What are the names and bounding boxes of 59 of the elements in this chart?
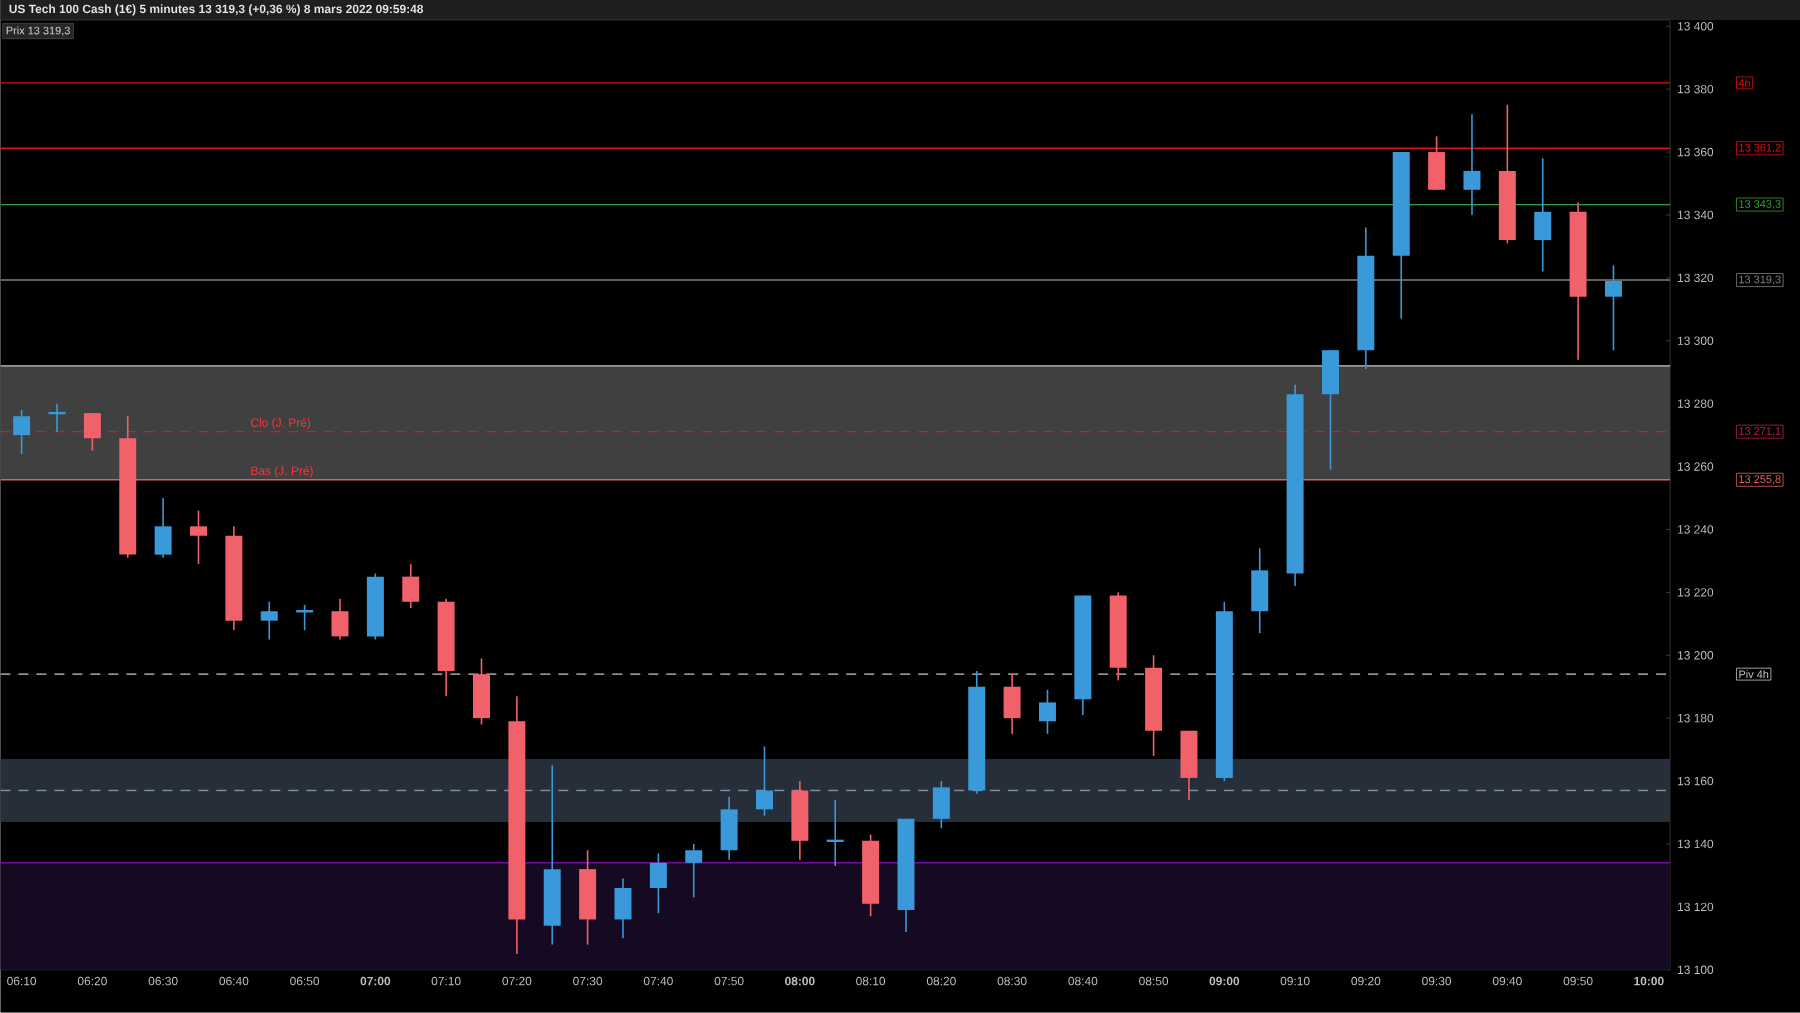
x-tick-label: 08:50 (1139, 976, 1169, 986)
annotation: Bas (J. Pré) (251, 466, 313, 478)
x-tick-label: 09:20 (1351, 976, 1381, 986)
y-tick-label: 13 180 (1678, 714, 1714, 723)
x-tick-label: 06:40 (219, 976, 249, 986)
x-tick-label: 07:00 (360, 976, 391, 986)
x-tick-label: 06:20 (77, 976, 107, 986)
ref-line-label: 13 319,3 (1739, 275, 1781, 285)
candlestick (190, 509, 207, 565)
x-tick-label: 08:20 (926, 976, 956, 986)
y-tick-label: 13 120 (1678, 902, 1714, 912)
x-tick-label: 10:00 (1634, 976, 1664, 986)
y-tick-label: 13 340 (1678, 210, 1714, 220)
ref-line-label: Piv 4h (1739, 670, 1769, 679)
x-tick-label: 06:30 (148, 976, 178, 986)
x-tick-label: 07:20 (502, 976, 532, 986)
y-tick-label: 13 240 (1678, 525, 1714, 534)
x-tick-label: 09:50 (1563, 976, 1593, 986)
ref-line-label: 13 361,2 (1739, 143, 1781, 153)
candlestick (1038, 689, 1056, 735)
chart-title: US Tech 100 Cash (1€) 5 minutes 13 319,3 (+0,36 %) 8 mars 2022 09:59:48 (9, 4, 424, 16)
x-tick-label: 07:40 (643, 976, 673, 986)
y-tick-label: 13 220 (1678, 588, 1714, 597)
x-tick-label: 07:50 (714, 976, 744, 986)
y-tick-label: 13 280 (1678, 399, 1714, 409)
x-tick-label: 08:40 (1068, 976, 1098, 986)
y-tick-label: 13 200 (1678, 651, 1714, 660)
x-tick-label: 08:30 (997, 976, 1027, 986)
y-tick-label: 13 360 (1678, 147, 1714, 157)
x-tick-label: 09:00 (1209, 976, 1240, 986)
x-tick-label: 06:10 (7, 976, 37, 986)
y-tick-label: 13 100 (1678, 965, 1714, 975)
ref-line-label: 13 343,3 (1739, 200, 1781, 210)
candlestick (1463, 113, 1481, 216)
x-tick-label: 09:30 (1422, 976, 1452, 986)
annotation: Prix 13 319,3 (6, 26, 70, 36)
ref-line-label: 13 255,8 (1739, 475, 1781, 485)
x-tick-label: 08:00 (785, 976, 815, 986)
x-tick-label: 06:50 (290, 976, 320, 986)
candlestick (1604, 264, 1622, 352)
annotation: Clo (J. Pré) (251, 418, 311, 430)
x-tick-label: 07:10 (431, 976, 461, 986)
x-tick-label: 07:30 (573, 976, 603, 986)
ref-line-label: 4h (1738, 79, 1750, 87)
candlestick (685, 843, 703, 899)
candlestick (260, 601, 278, 641)
candlestick (13, 409, 31, 455)
candlestick (756, 745, 773, 817)
y-tick-label: 13 260 (1678, 462, 1714, 471)
y-tick-label: 13 160 (1678, 776, 1714, 786)
x-tick-label: 09:40 (1492, 976, 1522, 986)
y-tick-label: 13 380 (1678, 85, 1714, 94)
ref-line-label: 13 271,1 (1739, 427, 1781, 437)
x-tick-label: 08:10 (856, 976, 886, 986)
y-tick-label: 13 400 (1678, 22, 1714, 31)
x-tick-label: 09:10 (1280, 976, 1310, 986)
y-tick-label: 13 320 (1678, 273, 1714, 283)
y-tick-label: 13 140 (1678, 839, 1714, 849)
y-tick-label: 13 300 (1678, 336, 1714, 346)
